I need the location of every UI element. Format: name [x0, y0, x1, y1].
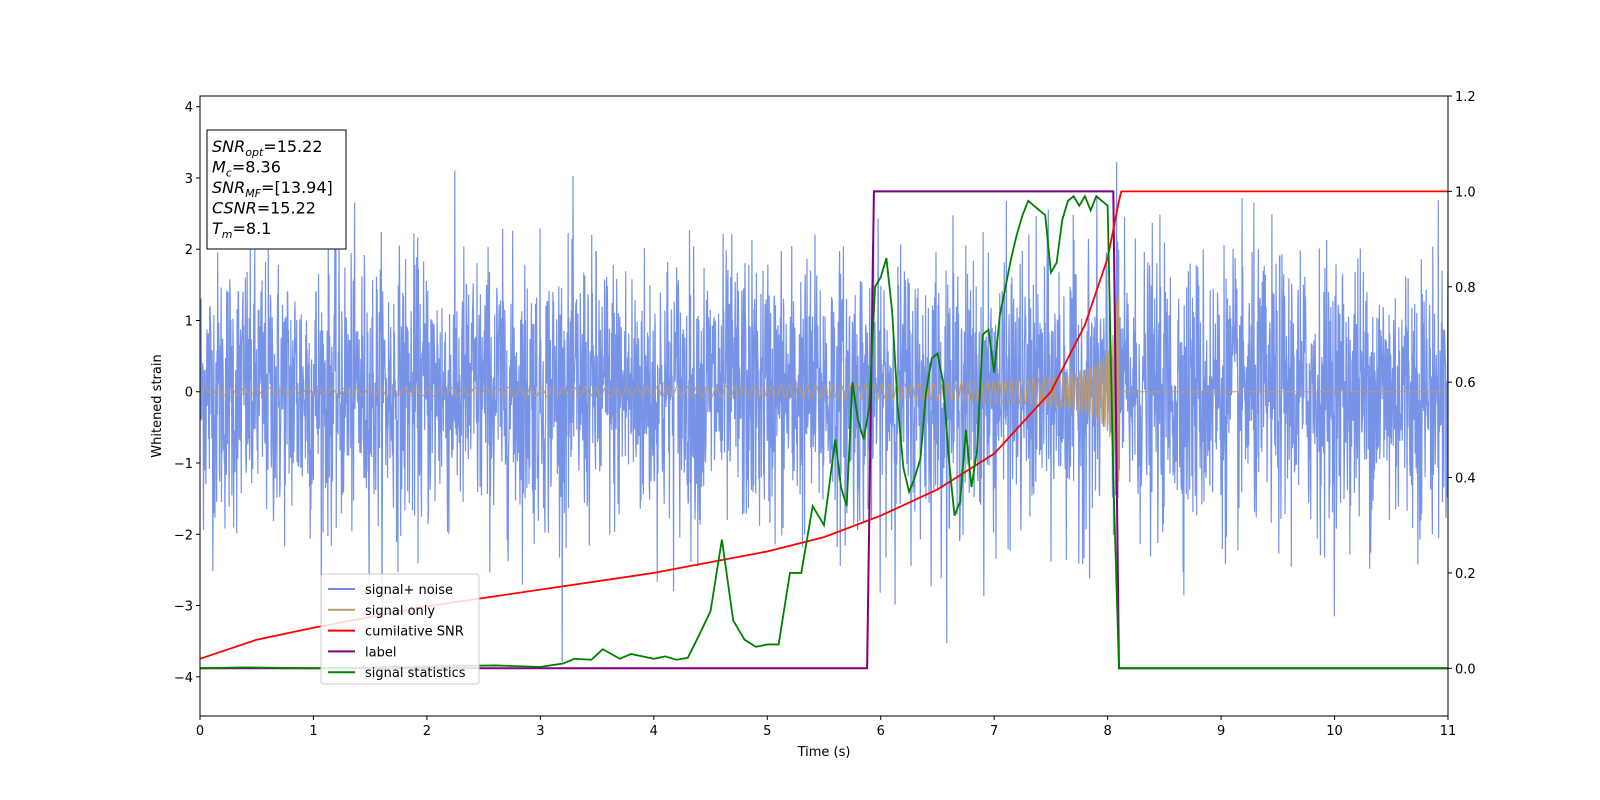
y-tick-label: 1 — [185, 314, 193, 329]
info-line: SNRMF=[13.94] — [212, 178, 333, 200]
info-line: Mc=8.36 — [212, 158, 281, 180]
x-tick-label: 11 — [1440, 724, 1457, 739]
legend-entry: signal+ noise — [365, 583, 453, 598]
y2-tick-label: 0.2 — [1455, 567, 1476, 582]
legend-entry: cumilative SNR — [365, 625, 464, 640]
y-tick-label: −1 — [174, 457, 193, 472]
legend-entry: signal statistics — [365, 666, 466, 681]
info-line: SNRopt=15.22 — [212, 137, 323, 159]
series-signal-statistics — [200, 194, 1448, 670]
x-tick-label: 10 — [1326, 724, 1343, 739]
info-box: SNRopt=15.22Mc=8.36SNRMF=[13.94]CSNR=15.… — [206, 129, 347, 250]
y-tick-label: −2 — [174, 528, 193, 543]
y-axis-right: 0.0 0.2 0.4 0.6 0.8 1.0 1.2 — [1448, 90, 1476, 677]
x-tick-label: 2 — [423, 724, 431, 739]
legend: signal+ noise signal only cumilative SNR la… — [320, 573, 480, 685]
y2-tick-label: 1.0 — [1455, 185, 1476, 200]
y-tick-label: 3 — [185, 172, 193, 187]
series-signal-only — [200, 295, 1448, 489]
x-tick-label: 1 — [309, 724, 317, 739]
x-tick-label: 0 — [196, 724, 204, 739]
x-axis-label: Time (s) — [797, 745, 851, 760]
info-line: Tm=8.1 — [212, 219, 271, 241]
legend-entry: label — [365, 645, 396, 660]
y2-tick-label: 1.2 — [1455, 90, 1476, 105]
x-tick-label: 5 — [763, 724, 771, 739]
y-tick-label: −3 — [174, 600, 193, 615]
x-axis: 0 1 2 3 4 5 6 7 8 9 10 11 — [196, 716, 1456, 739]
y-tick-label: 2 — [185, 243, 193, 258]
y2-tick-label: 0.6 — [1455, 376, 1476, 391]
x-tick-label: 6 — [877, 724, 885, 739]
y-axis-left: −4 −3 −2 −1 0 1 2 3 4 — [174, 101, 200, 686]
info-line: CSNR=15.22 — [212, 199, 316, 218]
y-tick-label: 4 — [185, 101, 193, 116]
y-axis-label: Whitened strain — [150, 354, 165, 457]
y2-tick-label: 0.0 — [1455, 662, 1476, 677]
x-tick-label: 4 — [650, 724, 658, 739]
legend-entry: signal only — [365, 604, 435, 619]
y-tick-label: 0 — [185, 386, 193, 401]
x-tick-label: 9 — [1217, 724, 1225, 739]
y2-tick-label: 0.8 — [1455, 281, 1476, 296]
x-tick-label: 3 — [536, 724, 544, 739]
x-tick-label: 8 — [1103, 724, 1111, 739]
y-tick-label: −4 — [174, 671, 193, 686]
series-signal-plus-noise — [200, 162, 1448, 662]
x-tick-label: 7 — [990, 724, 998, 739]
y2-tick-label: 0.4 — [1455, 472, 1476, 487]
plot-frame — [199, 95, 1449, 717]
